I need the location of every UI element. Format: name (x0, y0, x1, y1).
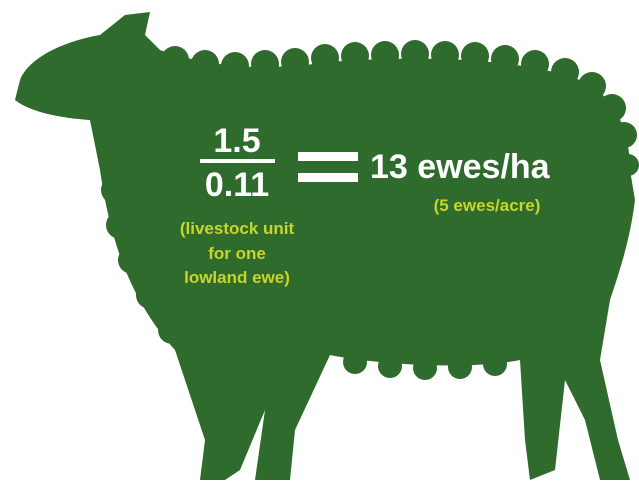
result-value: 13 ewes/ha (370, 148, 551, 186)
infographic: 1.5 0.11 (livestock unit for one lowland… (0, 0, 639, 485)
result-note: (5 ewes/acre) (434, 196, 541, 215)
note-line: (livestock unit (180, 219, 295, 238)
equals-bar (298, 152, 358, 161)
note-line: for one (208, 244, 266, 263)
numerator: 1.5 (213, 122, 260, 160)
note-line: lowland ewe) (184, 268, 290, 287)
sheep-silhouette (15, 12, 639, 480)
denominator: 0.11 (205, 166, 269, 204)
page: 1.5 0.11 (livestock unit for one lowland… (0, 0, 639, 485)
equals-bar (298, 173, 358, 182)
fraction-bar (200, 159, 275, 163)
